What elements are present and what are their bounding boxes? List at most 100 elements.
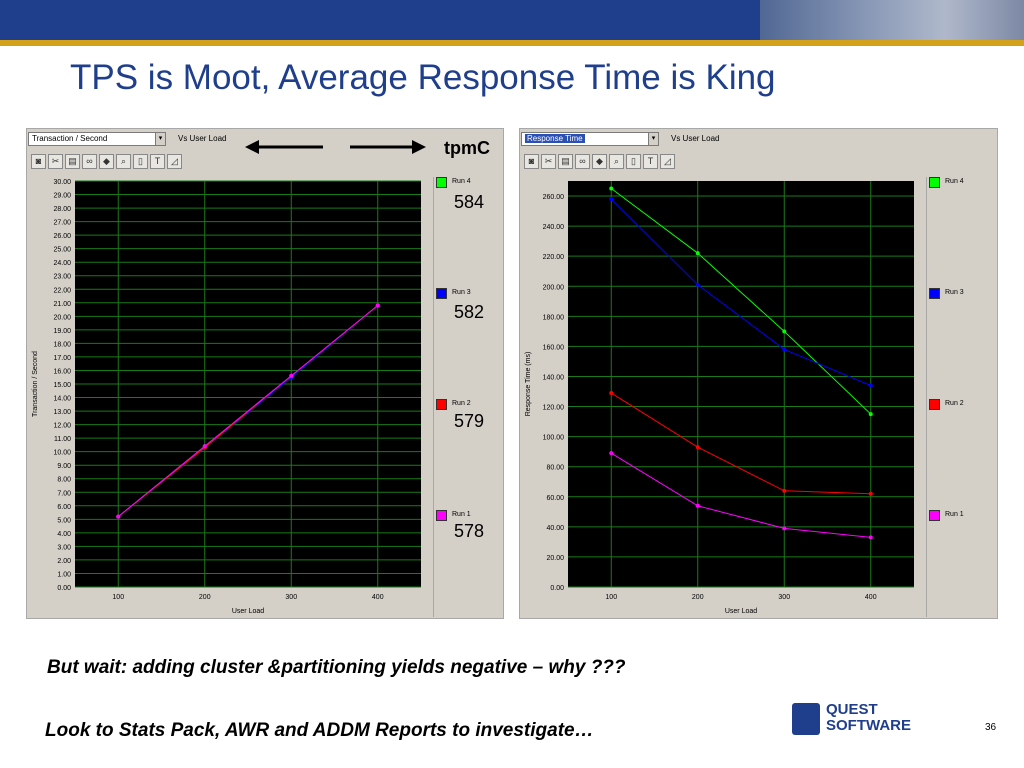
right-select-value: Response Time <box>525 134 585 143</box>
y-tick-label: 14.00 <box>53 396 71 403</box>
data-point-run2 <box>782 488 787 493</box>
text-icon[interactable]: T <box>643 154 658 169</box>
data-point-run3 <box>609 197 614 202</box>
legend-swatch-run1 <box>436 510 447 521</box>
series-line-run1 <box>610 452 871 538</box>
data-point-run1 <box>116 514 121 519</box>
x-tick-label: 200 <box>199 594 211 601</box>
y-tick-label: 24.00 <box>53 260 71 267</box>
y-tick-label: 240.00 <box>543 224 565 231</box>
y-tick-label: 17.00 <box>53 355 71 362</box>
print-icon[interactable]: ▤ <box>558 154 573 169</box>
quest-software-logo: QUEST SOFTWARE <box>792 702 957 738</box>
right-metric-select[interactable]: Response Time ▾ <box>521 132 659 146</box>
cut-icon[interactable]: ✂ <box>48 154 63 169</box>
right-chart-panel: Response Time ▾ Vs User Load ◙ ✂ ▤ ∞ ◆ ⌕… <box>519 128 998 619</box>
right-line-chart: 0.00 20.00 40.00 60.00 80.00 100.00 120.00 140.… <box>525 181 914 615</box>
legend-label-run3: Run 3 <box>452 289 471 296</box>
y-tick-label: 1.00 <box>57 571 71 578</box>
series-line-run3 <box>610 198 871 386</box>
left-select-value: Transaction / Second <box>32 134 108 143</box>
chevron-down-icon[interactable]: ▾ <box>155 133 165 145</box>
camera-icon[interactable]: ◙ <box>524 154 539 169</box>
document-icon[interactable]: ▯ <box>626 154 641 169</box>
y-tick-label: 5.00 <box>57 517 71 524</box>
y-tick-label: 10.00 <box>53 450 71 457</box>
right-vs-label: Vs User Load <box>671 134 720 143</box>
diamond-icon[interactable]: ◆ <box>592 154 607 169</box>
x-tick-label: 100 <box>112 594 124 601</box>
page-number: 36 <box>985 722 997 733</box>
y-tick-label: 13.00 <box>53 409 71 416</box>
y-tick-label: 9.00 <box>57 463 71 470</box>
print-icon[interactable]: ▤ <box>65 154 80 169</box>
logo-line2: SOFTWARE <box>826 717 911 734</box>
tpmc-value-run1: 578 <box>454 521 485 541</box>
legend-label-run2: Run 2 <box>452 400 471 407</box>
camera-icon[interactable]: ◙ <box>31 154 46 169</box>
chevron-down-icon[interactable]: ▾ <box>648 133 658 145</box>
y-tick-label: 26.00 <box>53 233 71 240</box>
chart-icon[interactable]: ◿ <box>167 154 182 169</box>
logo-mark <box>792 703 820 735</box>
data-point-run1 <box>868 535 873 540</box>
legend-label-run4: Run 4 <box>945 178 964 185</box>
series-line-run1 <box>117 305 379 518</box>
y-tick-label: 22.00 <box>53 287 71 294</box>
y-tick-label: 0.00 <box>57 585 71 592</box>
y-tick-label: 2.00 <box>57 558 71 565</box>
y-tick-label: 8.00 <box>57 477 71 484</box>
y-tick-label: 60.00 <box>546 495 564 502</box>
data-point-run3 <box>695 282 700 287</box>
binoculars-icon[interactable]: ∞ <box>82 154 97 169</box>
data-point-run4 <box>782 329 787 334</box>
y-tick-label: 200.00 <box>543 284 565 291</box>
y-tick-label: 29.00 <box>53 193 71 200</box>
legend-swatch-run4 <box>436 177 447 188</box>
y-tick-label: 4.00 <box>57 531 71 538</box>
legend-swatch-run1 <box>929 510 940 521</box>
y-tick-label: 40.00 <box>546 525 564 532</box>
right-legend: Run 4 Run 3 Run 2 Run 1 <box>926 177 996 617</box>
data-point-run2 <box>868 491 873 496</box>
binoculars-icon[interactable]: ∞ <box>575 154 590 169</box>
y-tick-label: 160.00 <box>543 344 565 351</box>
y-tick-label: 16.00 <box>53 368 71 375</box>
left-metric-select[interactable]: Transaction / Second ▾ <box>28 132 166 146</box>
cut-icon[interactable]: ✂ <box>541 154 556 169</box>
legend-swatch-run3 <box>436 288 447 299</box>
left-line-chart: 0.00 1.00 2.00 3.00 4.00 5.00 6.00 7.00 8.00 9.00… <box>32 179 421 615</box>
note-negative-scaling: But wait: adding cluster &partitioning y… <box>47 657 626 678</box>
banner-image <box>760 0 1024 42</box>
x-axis-label: User Load <box>725 608 757 615</box>
right-toolbar: ◙ ✂ ▤ ∞ ◆ ⌕ ▯ T ◿ <box>524 154 675 172</box>
tpmc-value-run2: 579 <box>454 411 485 431</box>
tpmc-heading: tpmC <box>444 138 490 158</box>
tpmc-value-run3: 582 <box>454 302 485 322</box>
y-tick-label: 19.00 <box>53 328 71 335</box>
logo-text: QUEST SOFTWARE <box>826 702 911 734</box>
slide-title: TPS is Moot, Average Response Time is Ki… <box>70 58 776 97</box>
document-icon[interactable]: ▯ <box>133 154 148 169</box>
y-tick-label: 27.00 <box>53 220 71 227</box>
legend-swatch-run4 <box>929 177 940 188</box>
data-point-run1 <box>609 451 614 456</box>
y-tick-label: 6.00 <box>57 504 71 511</box>
data-point-run4 <box>868 412 873 417</box>
left-arrow-icon <box>245 140 323 154</box>
y-axis-label: Transaction / Second <box>32 351 39 417</box>
y-tick-label: 120.00 <box>543 405 565 412</box>
zoom-icon[interactable]: ⌕ <box>609 154 624 169</box>
text-icon[interactable]: T <box>150 154 165 169</box>
diamond-icon[interactable]: ◆ <box>99 154 114 169</box>
note-investigate: Look to Stats Pack, AWR and ADDM Reports… <box>45 720 594 741</box>
x-axis-label: User Load <box>232 608 264 615</box>
x-tick-label: 300 <box>778 594 790 601</box>
chart-icon[interactable]: ◿ <box>660 154 675 169</box>
zoom-icon[interactable]: ⌕ <box>116 154 131 169</box>
data-point-run1 <box>289 373 294 378</box>
header-accent-stripe <box>0 40 1024 46</box>
y-tick-label: 100.00 <box>543 435 565 442</box>
y-tick-label: 260.00 <box>543 194 565 201</box>
left-legend: Run 4 Run 3 Run 2 Run 1 <box>433 177 503 617</box>
